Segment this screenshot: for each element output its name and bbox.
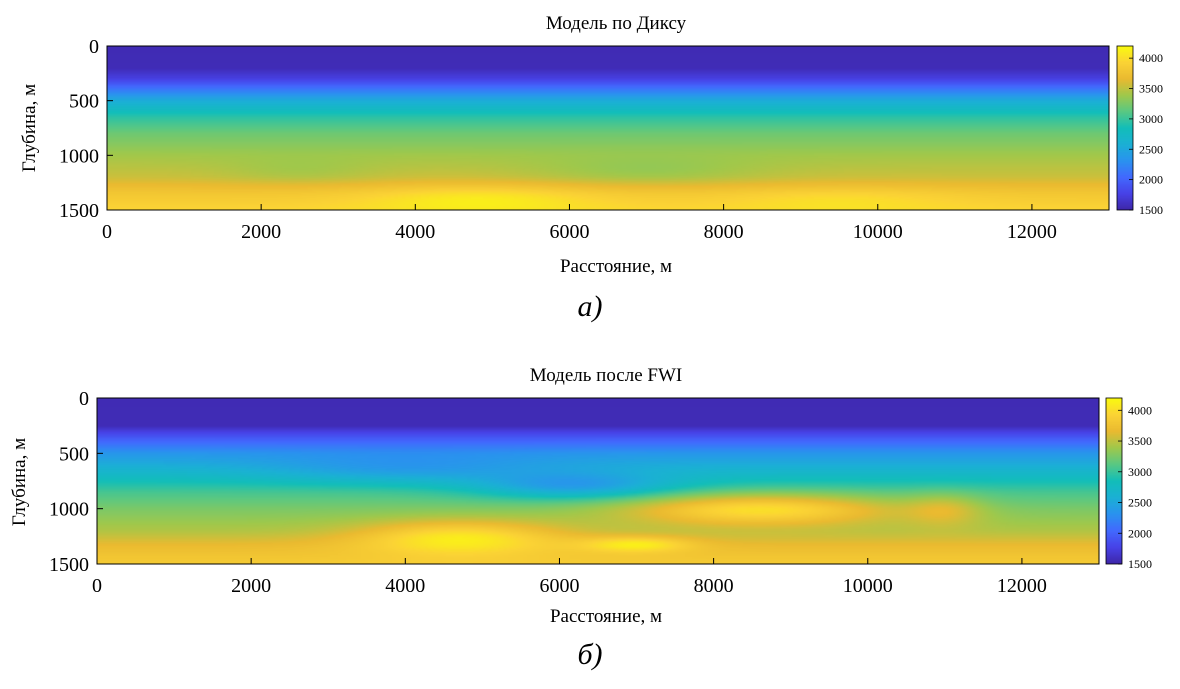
colorbar-tick-label: 2000 xyxy=(1139,173,1163,187)
x-tick-label: 12000 xyxy=(1007,221,1057,243)
chart-a-heatmap xyxy=(107,46,1109,210)
chart-b-caption: б) xyxy=(577,638,603,671)
chart-a-ylabel: Глубина, м xyxy=(19,84,40,172)
colorbar-tick-label: 2500 xyxy=(1139,142,1163,156)
y-tick-label: 500 xyxy=(69,91,99,113)
x-tick-label: 10000 xyxy=(843,575,893,597)
chart-b-colorbar-ticks: 1500 2000 2500 3000 3500 4000 xyxy=(1118,403,1152,571)
chart-a: Модель по Диксу 0 2000 4000 6000 8000 10000 12… xyxy=(19,13,1163,277)
panel-b: Модель после FWI 0 2000 4000 6000 8000 10000 1… xyxy=(0,352,1180,689)
colorbar-tick-label: 3000 xyxy=(1128,465,1152,479)
x-tick-label: 8000 xyxy=(704,221,744,243)
x-tick-label: 2000 xyxy=(231,575,271,597)
y-tick-label: 1000 xyxy=(59,145,99,167)
chart-b-heatmap xyxy=(97,398,1099,564)
colorbar-tick-label: 4000 xyxy=(1128,403,1152,417)
y-tick-label: 1500 xyxy=(49,554,89,576)
y-tick-label: 1500 xyxy=(59,200,99,222)
chart-b-xlabel: Расстояние, м xyxy=(550,606,662,627)
colorbar-tick-label: 3500 xyxy=(1128,434,1152,448)
chart-a-colorbar-ticks: 1500 2000 2500 3000 3500 4000 xyxy=(1129,51,1163,217)
chart-b: Модель после FWI 0 2000 4000 6000 8000 10000 1… xyxy=(9,365,1152,627)
chart-b-colorbar xyxy=(1106,398,1122,564)
x-tick-label: 2000 xyxy=(241,221,281,243)
colorbar-tick-label: 1500 xyxy=(1128,557,1152,571)
chart-a-caption: а) xyxy=(577,290,603,323)
panel-a: Модель по Диксу 0 2000 4000 6000 8000 10000 12… xyxy=(0,0,1180,340)
chart-a-plot-frame xyxy=(106,45,1110,211)
x-tick-label: 6000 xyxy=(549,221,589,243)
chart-b-ticks: 0 2000 4000 6000 8000 10000 12000 0 500 1000 1500 xyxy=(49,388,1047,597)
y-tick-label: 0 xyxy=(89,36,99,58)
x-tick-label: 0 xyxy=(102,221,112,243)
x-tick-label: 0 xyxy=(92,575,102,597)
y-tick-label: 0 xyxy=(79,388,89,410)
y-tick-label: 1000 xyxy=(49,499,89,521)
chart-a-ticks: 0 2000 4000 6000 8000 10000 12000 0 500 1000 1500 xyxy=(59,36,1057,243)
y-tick-label: 500 xyxy=(59,443,89,465)
colorbar-tick-label: 2000 xyxy=(1128,526,1152,540)
x-tick-label: 8000 xyxy=(694,575,734,597)
chart-a-colorbar-frame xyxy=(1116,45,1134,211)
colorbar-tick-label: 4000 xyxy=(1139,51,1163,65)
x-tick-label: 10000 xyxy=(853,221,903,243)
chart-b-ylabel: Глубина, м xyxy=(9,438,30,526)
colorbar-tick-label: 1500 xyxy=(1139,203,1163,217)
x-tick-label: 12000 xyxy=(997,575,1047,597)
chart-a-title: Модель по Диксу xyxy=(546,13,687,34)
colorbar-tick-label: 3500 xyxy=(1139,82,1163,96)
chart-b-title: Модель после FWI xyxy=(530,365,682,386)
chart-a-colorbar xyxy=(1117,46,1133,210)
colorbar-tick-label: 2500 xyxy=(1128,496,1152,510)
x-tick-label: 4000 xyxy=(395,221,435,243)
x-tick-label: 4000 xyxy=(385,575,425,597)
x-tick-label: 6000 xyxy=(539,575,579,597)
chart-b-plot-frame xyxy=(96,397,1100,565)
colorbar-tick-label: 3000 xyxy=(1139,112,1163,126)
chart-b-colorbar-frame xyxy=(1105,397,1123,565)
chart-a-xlabel: Расстояние, м xyxy=(560,256,672,277)
